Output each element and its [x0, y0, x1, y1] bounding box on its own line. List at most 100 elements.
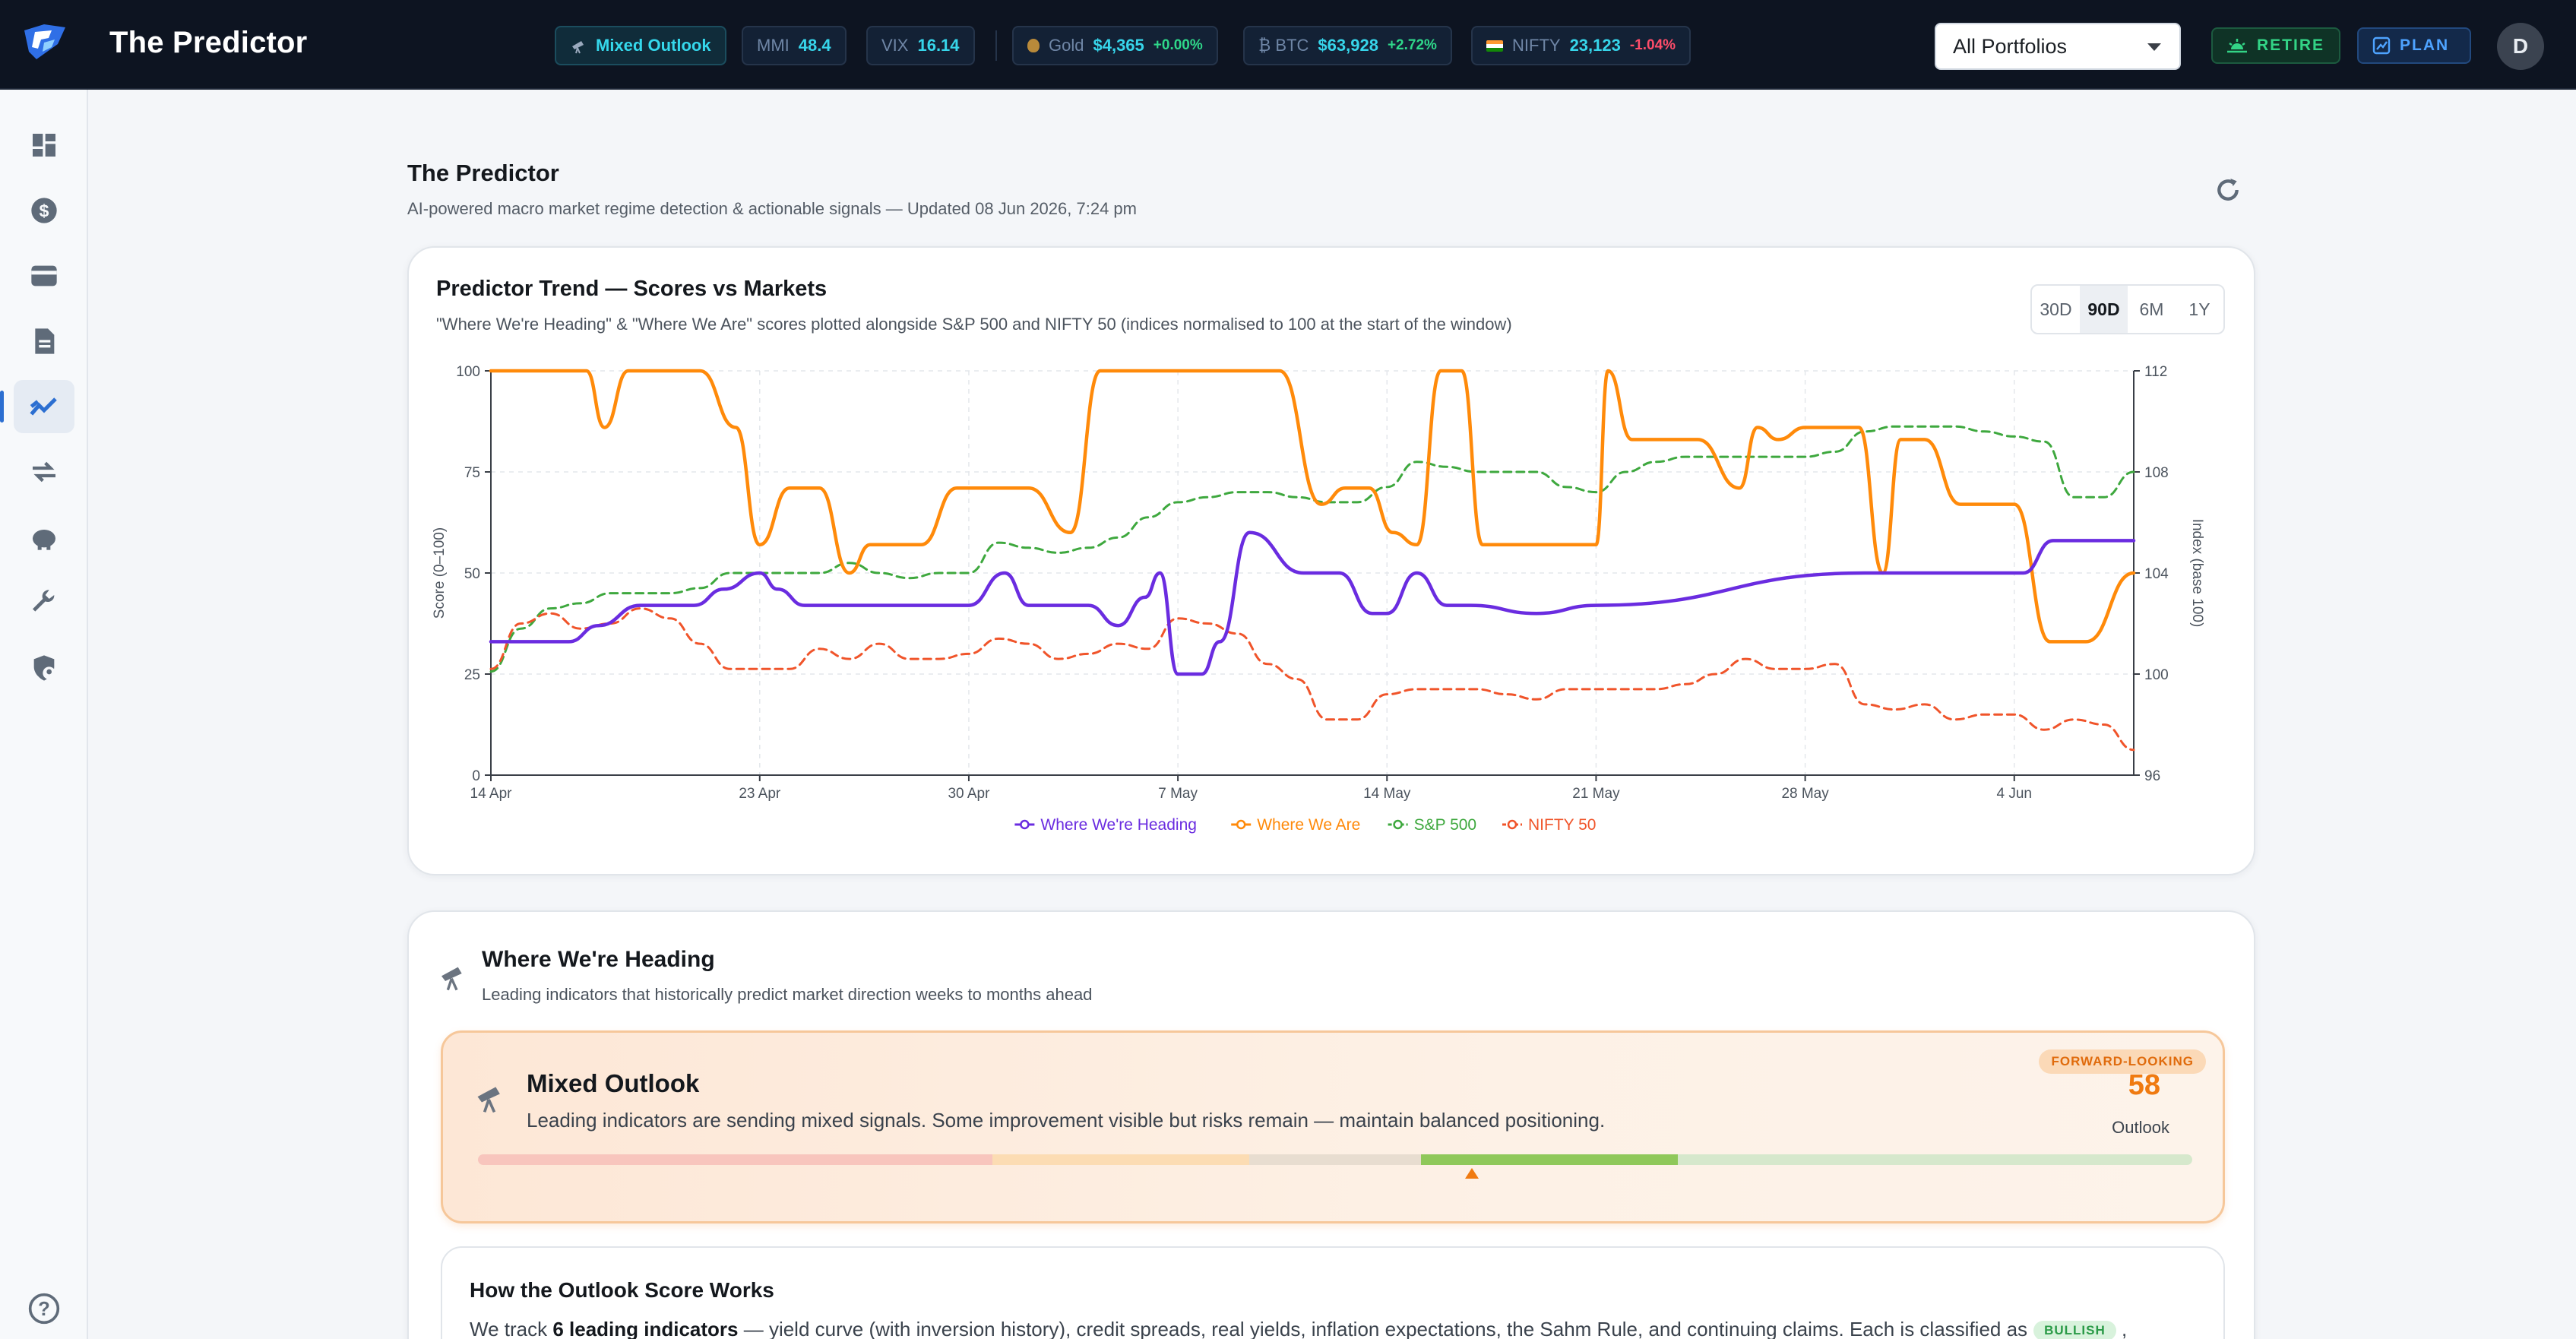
sidebar: $ ?: [0, 90, 88, 1339]
btc-change: +2.72%: [1387, 37, 1437, 53]
telescope-icon: [572, 41, 584, 54]
x-tick-label: 7 May: [1158, 786, 1198, 802]
chart-up-icon: [2372, 36, 2391, 55]
y-tick-label-left: 50: [464, 566, 480, 582]
y-tick-label-left: 0: [472, 768, 480, 784]
page-title: The Predictor: [407, 160, 559, 186]
btc-chip[interactable]: ₿ BTC $63,928 +2.72%: [1243, 26, 1452, 65]
telescope-icon: [441, 967, 462, 991]
trend-card-title: Predictor Trend — Scores vs Markets: [436, 277, 828, 301]
trend-card-subtitle: "Where We're Heading" & "Where We Are" s…: [436, 315, 1512, 334]
legend-marker-where-we-are: [1236, 819, 1246, 830]
wrench-icon: [33, 590, 55, 612]
legend-label-s-p-500: S&P 500: [1414, 816, 1477, 834]
vix-label: VIX: [881, 36, 909, 55]
outlook-title: Mixed Outlook: [527, 1069, 700, 1097]
how-text-tail: ,: [2116, 1318, 2128, 1339]
predictor-logo[interactable]: [21, 21, 70, 64]
gauge-segment-0: [478, 1154, 992, 1165]
plan-button-label: PLAN: [2400, 36, 2450, 54]
heading-card-title: Where We're Heading: [482, 947, 715, 972]
x-tick-label: 30 Apr: [948, 786, 990, 802]
x-tick-label: 23 Apr: [739, 786, 781, 802]
y-tick-label-right: 104: [2144, 566, 2169, 582]
vix-value: 16.14: [917, 36, 960, 55]
y-axis-label-left: Score (0–100): [432, 527, 448, 619]
how-text-bold: 6 leading indicators: [552, 1318, 739, 1339]
retire-button[interactable]: RETIRE: [2211, 27, 2340, 64]
plan-button[interactable]: PLAN: [2357, 27, 2471, 64]
tab-6m[interactable]: 6M: [2139, 299, 2164, 319]
svg-text:$: $: [40, 201, 49, 220]
outlook-chip[interactable]: Mixed Outlook: [555, 26, 726, 65]
sunrise-icon: [2227, 39, 2247, 53]
tab-30d[interactable]: 30D: [2040, 299, 2072, 319]
gold-chip[interactable]: Gold $4,365 +0.00%: [1012, 26, 1218, 65]
money-bag-icon: [1027, 39, 1040, 52]
page-subtitle: AI-powered macro market regime detection…: [407, 199, 1137, 218]
y-tick-label-right: 96: [2144, 768, 2160, 784]
tab-1y[interactable]: 1Y: [2188, 299, 2210, 319]
y-axis-label-right: Index (base 100): [2189, 519, 2205, 628]
nifty-chip[interactable]: NIFTY 23,123 -1.04%: [1471, 26, 1691, 65]
india-flag-icon: [1486, 40, 1503, 52]
trend-chart: 0 25 50 75 100 96 100 104 108 112 14 Apr 23 Apr 30 A…: [432, 364, 2205, 834]
piggy-bank-icon: [33, 530, 55, 550]
how-text-after: — yield curve (with inversion history), …: [738, 1318, 2028, 1339]
btc-label: ₿ BTC: [1258, 36, 1309, 55]
series-line-nifty-50: [489, 607, 2135, 752]
gauge-segment-3: [1420, 1154, 1679, 1165]
how-it-works-title: How the Outlook Score Works: [470, 1278, 774, 1302]
legend-label-where-we-re-heading: Where We're Heading: [1040, 816, 1197, 834]
avatar[interactable]: D: [2497, 23, 2544, 70]
document-icon: [35, 328, 55, 354]
sidebar-item-predictor[interactable]: [0, 380, 74, 433]
svg-text:?: ?: [38, 1299, 50, 1320]
sidebar-item-wallet[interactable]: [14, 249, 74, 302]
legend-marker-s-p-500: [1393, 819, 1403, 830]
sidebar-item-savings[interactable]: [14, 511, 74, 564]
gold-value: $4,365: [1093, 36, 1144, 55]
telescope-icon: [477, 1087, 500, 1113]
vix-chip[interactable]: VIX 16.14: [866, 26, 975, 65]
outlook-score: 58: [2128, 1069, 2160, 1101]
nifty-value: 23,123: [1569, 36, 1621, 55]
mmi-chip[interactable]: MMI 48.4: [742, 26, 847, 65]
how-it-works-card: How the Outlook Score Works We track 6 l…: [441, 1246, 2225, 1339]
sidebar-item-money[interactable]: $: [14, 184, 74, 237]
x-tick-label: 14 Apr: [470, 786, 513, 802]
wallet-icon: [31, 265, 57, 286]
btc-value: $63,928: [1318, 36, 1378, 55]
sidebar-item-security[interactable]: [14, 641, 74, 695]
shield-user-icon: [33, 655, 55, 681]
legend-label-nifty-50: NIFTY 50: [1528, 816, 1596, 834]
legend-marker-nifty-50: [1507, 819, 1517, 830]
tab-90d[interactable]: 90D: [2080, 286, 2128, 333]
dashboard-icon: [33, 134, 55, 157]
trending-icon: [30, 397, 57, 416]
mmi-label: MMI: [757, 36, 790, 55]
sidebar-item-tools[interactable]: [14, 576, 74, 629]
outlook-gauge-marker: [1465, 1168, 1479, 1179]
help-circle-icon[interactable]: ?: [27, 1292, 61, 1325]
x-tick-label: 28 May: [1781, 786, 1829, 802]
y-tick-label-left: 100: [456, 364, 480, 380]
refresh-icon[interactable]: [2213, 175, 2243, 205]
outlook-description: Leading indicators are sending mixed sig…: [527, 1109, 1606, 1132]
chip-divider: [995, 30, 997, 61]
retire-button-label: RETIRE: [2257, 36, 2325, 54]
gold-label: Gold: [1049, 36, 1084, 55]
bullish-badge: BULLISH: [2033, 1321, 2116, 1339]
portfolio-select[interactable]: All Portfolios: [1935, 23, 2181, 70]
x-tick-label: 21 May: [1572, 786, 1620, 802]
y-tick-label-left: 25: [464, 667, 480, 683]
sidebar-item-reports[interactable]: [14, 315, 74, 368]
sidebar-item-compare[interactable]: [14, 445, 74, 499]
gauge-segment-1: [992, 1154, 1250, 1165]
gold-change: +0.00%: [1153, 37, 1203, 53]
range-tabs: 30D 90D 6M 1Y: [2030, 284, 2225, 334]
portfolio-select-value: All Portfolios: [1953, 34, 2068, 58]
gauge-segment-2: [1249, 1154, 1421, 1165]
outlook-chip-label: Mixed Outlook: [596, 36, 711, 55]
sidebar-item-dashboard[interactable]: [14, 119, 74, 172]
